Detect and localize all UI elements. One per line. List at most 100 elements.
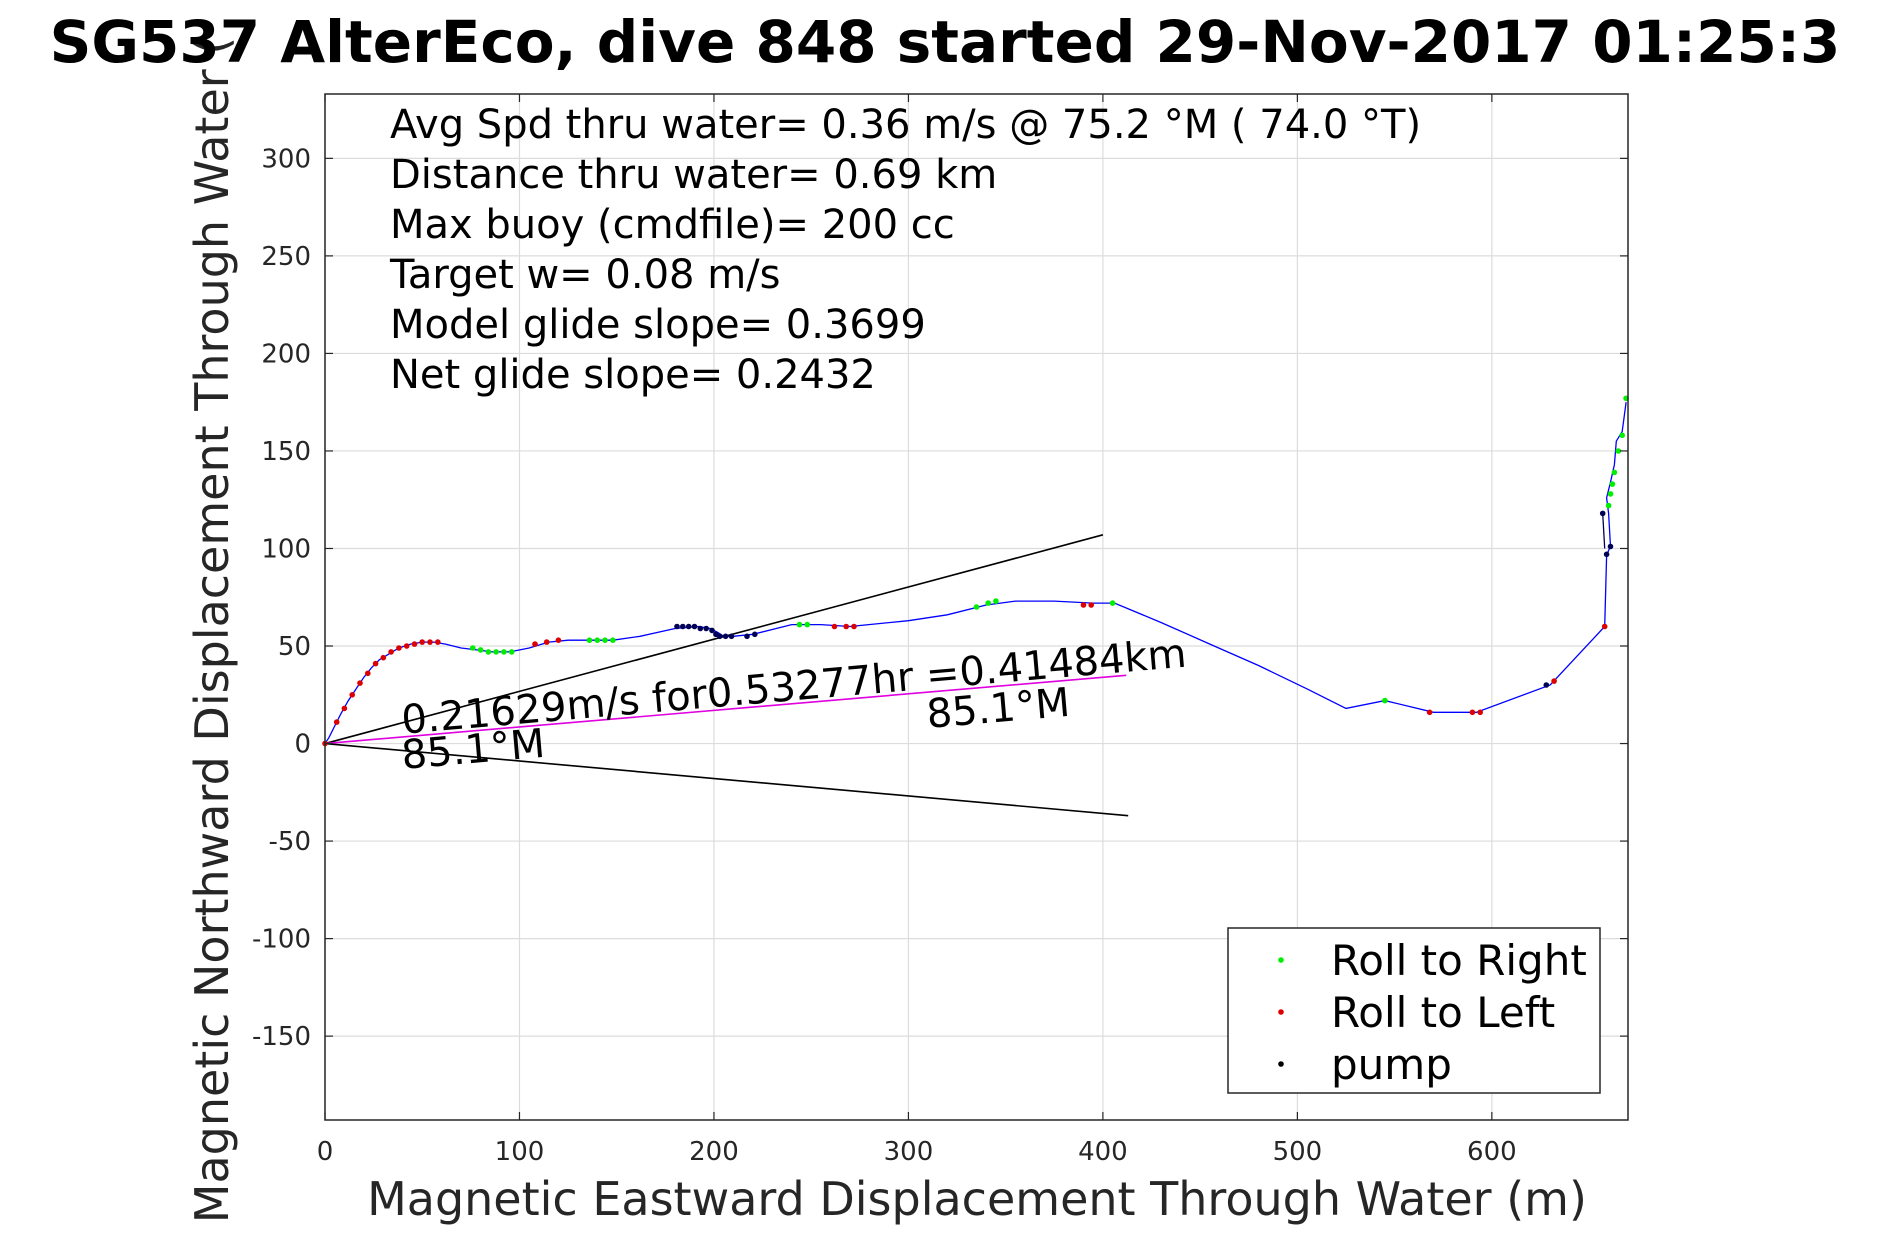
roll-right-point	[973, 604, 980, 610]
roll-left-point	[427, 639, 433, 645]
roll-left-point	[532, 641, 538, 647]
grid-lines	[324, 94, 1628, 1120]
x-tick-label: 200	[689, 1137, 739, 1167]
y-tick-label: 0	[294, 730, 311, 760]
y-tick-label: 150	[261, 437, 311, 467]
pump-point	[1607, 543, 1614, 550]
pump-point	[1599, 510, 1606, 517]
y-tick-label: 50	[278, 632, 311, 662]
pump-point	[722, 633, 729, 640]
roll-right-point	[1619, 432, 1625, 439]
legend-marker	[1278, 1009, 1284, 1015]
speed-heading-annotations: 0.21629m/s for0.53277hr =0.41484km85.1°M…	[400, 631, 1188, 779]
roll-left-point	[555, 637, 562, 643]
pump-trail-line	[1602, 513, 1606, 549]
x-tick-label: 500	[1273, 1137, 1323, 1167]
roll-right-point	[485, 649, 492, 655]
x-tick-label: 100	[495, 1137, 545, 1167]
roll-left-point	[388, 649, 394, 655]
roll-right-point	[586, 637, 593, 643]
pump-point	[691, 623, 698, 630]
legend-entry: Roll to Right	[1331, 936, 1587, 985]
roll-right-point	[501, 649, 507, 655]
roll-left-point	[851, 623, 857, 630]
glide-cone-lower-line	[324, 742, 1129, 817]
roll-left-point	[357, 680, 363, 686]
x-tick-label: 0	[317, 1137, 334, 1167]
roll-right-point	[1607, 491, 1614, 497]
legend-marker	[1278, 1061, 1284, 1067]
roll-left-point	[419, 639, 426, 645]
roll-right-point	[1605, 502, 1612, 509]
y-tick-label: 300	[261, 144, 311, 174]
roll-right-point	[993, 598, 999, 604]
roll-left-point	[380, 654, 387, 661]
x-axis-label: Magnetic Eastward Displacement Through W…	[367, 1172, 1587, 1226]
pump-point	[703, 625, 709, 632]
legend-entry: Roll to Left	[1331, 988, 1555, 1037]
stat-line: Target w= 0.08 m/s	[389, 252, 780, 298]
roll-right-point	[470, 645, 476, 651]
roll-left-point	[543, 639, 550, 645]
roll-right-point	[1609, 481, 1616, 487]
roll-right-point	[804, 621, 811, 628]
roll-left-point	[411, 641, 418, 647]
y-axis-label: Magnetic Northward Displacement Through …	[185, 37, 239, 1223]
glide-cone-lines	[324, 534, 1129, 817]
pump-point	[744, 633, 750, 640]
roll-right-point	[1109, 600, 1116, 606]
roll-left-point	[843, 623, 849, 630]
pump-point	[680, 623, 686, 630]
roll-left-point	[403, 643, 410, 649]
stat-line: Net glide slope= 0.2432	[390, 352, 876, 398]
roll-right-point	[1611, 469, 1618, 476]
x-axis-ticks: 0 100 200 300 400 500 600	[317, 94, 1517, 1167]
x-tick-label: 600	[1467, 1137, 1517, 1167]
roll-left-point	[1469, 709, 1476, 716]
roll-right-point	[493, 649, 499, 655]
x-tick-label: 300	[884, 1137, 934, 1167]
roll-left-point	[1080, 602, 1087, 608]
roll-left-point	[1426, 709, 1433, 716]
roll-left-point	[365, 670, 371, 677]
roll-right-point	[1382, 697, 1388, 704]
pump-point	[1543, 682, 1550, 688]
plot-frame	[324, 93, 1629, 1121]
roll-right-point	[610, 637, 616, 643]
legend-marker	[1278, 957, 1284, 963]
roll-right-point	[985, 600, 991, 606]
roll-pump-markers	[322, 395, 1629, 747]
pump-point	[752, 631, 758, 638]
pump-point	[709, 627, 715, 634]
stat-line: Max buoy (cmdfile)= 200 cc	[390, 202, 955, 248]
y-tick-label: 250	[261, 242, 311, 272]
roll-left-point	[1601, 623, 1608, 630]
mean-heading-line	[324, 674, 1127, 745]
pump-point	[1603, 551, 1610, 558]
x-tick-label: 400	[1078, 1137, 1128, 1167]
roll-left-point	[1551, 678, 1557, 684]
glide-cone-upper-line	[324, 534, 1104, 745]
legend-box	[1227, 927, 1601, 1094]
roll-right-point	[796, 621, 803, 628]
dive-stats-block: Avg Spd thru water= 0.36 m/s @ 75.2 °M (…	[389, 102, 1421, 398]
roll-right-point	[508, 649, 515, 655]
roll-right-point	[1615, 448, 1622, 454]
roll-left-point	[333, 719, 340, 725]
roll-left-point	[435, 639, 441, 645]
pump-point	[674, 623, 680, 630]
roll-left-point	[1088, 602, 1094, 608]
y-tick-label: 100	[261, 534, 311, 564]
pump-point	[717, 633, 723, 640]
pump-point	[685, 623, 692, 630]
legend-entry: pump	[1331, 1040, 1452, 1089]
stat-line: Model glide slope= 0.3699	[390, 302, 926, 348]
roll-left-point	[372, 660, 379, 667]
stat-line: Distance thru water= 0.69 km	[390, 152, 997, 198]
stat-line: Avg Spd thru water= 0.36 m/s @ 75.2 °M (…	[390, 102, 1421, 148]
roll-left-point	[341, 705, 348, 712]
roll-right-point	[477, 647, 484, 653]
y-tick-label: 200	[261, 339, 311, 369]
